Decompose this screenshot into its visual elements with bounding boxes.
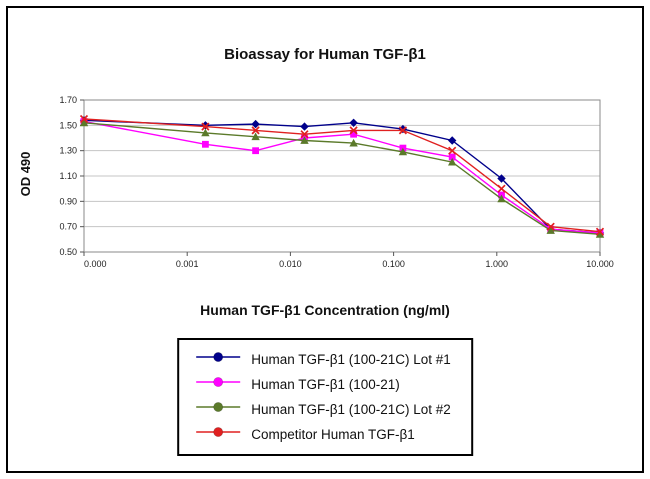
legend-label: Human TGF-β1 (100-21): [251, 377, 400, 392]
series-marker-icon: [195, 375, 241, 394]
svg-text:1.30: 1.30: [59, 146, 77, 156]
svg-text:0.100: 0.100: [382, 259, 405, 269]
legend: Human TGF-β1 (100-21C) Lot #1 Human TGF-…: [177, 338, 473, 456]
x-axis-label: Human TGF-β1 Concentration (ng/ml): [200, 302, 450, 318]
svg-text:0.010: 0.010: [279, 259, 302, 269]
legend-item: Human TGF-β1 (100-21): [195, 375, 451, 394]
legend-item: Human TGF-β1 (100-21C) Lot #1: [195, 350, 451, 369]
legend-label: Human TGF-β1 (100-21C) Lot #2: [251, 402, 451, 417]
series-marker-icon: [195, 400, 241, 419]
svg-text:1.10: 1.10: [59, 171, 77, 181]
svg-text:1.70: 1.70: [59, 95, 77, 105]
svg-text:1.50: 1.50: [59, 120, 77, 130]
legend-item: Competitor Human TGF-β1: [195, 425, 451, 444]
svg-text:10.000: 10.000: [586, 259, 614, 269]
series-marker-icon: [195, 425, 241, 444]
series-marker-icon: [195, 350, 241, 369]
chart-title: Bioassay for Human TGF-β1: [224, 46, 426, 63]
svg-text:0.70: 0.70: [59, 222, 77, 232]
svg-text:1.000: 1.000: [486, 259, 509, 269]
svg-text:0.000: 0.000: [84, 259, 107, 269]
svg-text:0.001: 0.001: [176, 259, 199, 269]
legend-label: Competitor Human TGF-β1: [251, 427, 415, 442]
legend-label: Human TGF-β1 (100-21C) Lot #1: [251, 352, 451, 367]
legend-item: Human TGF-β1 (100-21C) Lot #2: [195, 400, 451, 419]
figure-border: Bioassay for Human TGF-β1 OD 490 0.50 0.7…: [6, 6, 644, 473]
svg-text:0.90: 0.90: [59, 196, 77, 206]
svg-text:0.50: 0.50: [59, 247, 77, 257]
line-chart: 0.50 0.70 0.90 1.10 1.30 1.50 1.70 0.000 0.001 0.…: [59, 95, 614, 269]
